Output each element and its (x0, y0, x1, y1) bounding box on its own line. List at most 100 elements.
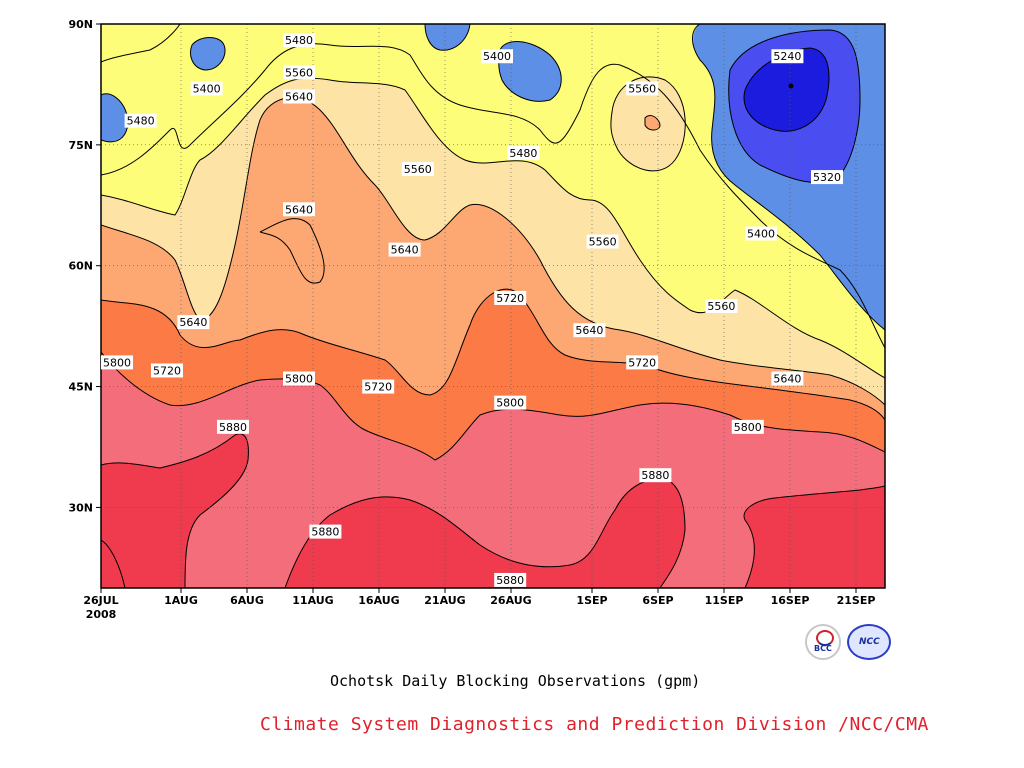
contour-label: 5560 (586, 234, 619, 249)
contour-label-bg (283, 33, 315, 48)
contour-label: 5400 (745, 226, 777, 241)
contour-label-bg (362, 379, 395, 394)
contour-line-5320 (728, 29, 861, 183)
contour-label-bg (401, 162, 434, 177)
contour-label: 5800 (101, 355, 133, 370)
contour-label-text: 5880 (219, 421, 247, 434)
fill-orange-island (645, 115, 660, 131)
contour-label-text: 5480 (127, 115, 155, 128)
contour-label-bg (151, 363, 183, 378)
contour-label: 5640 (573, 323, 606, 338)
contour-label-bg (507, 145, 540, 160)
contour-label-bg (283, 371, 315, 386)
x-tick-label: 6SEP (642, 594, 673, 607)
contour-label: 5880 (217, 419, 249, 434)
contour-label: 5880 (639, 468, 672, 483)
contour-label-bg (494, 290, 527, 305)
fill-low-lt5240 (744, 48, 829, 132)
fill-band-gt5880-center (285, 478, 685, 588)
x-tick-label: 1AUG (164, 594, 198, 607)
fill-low-5320-north2 (425, 24, 470, 51)
contour-label-bg (771, 371, 804, 386)
contour-label-text: 5880 (496, 574, 524, 587)
contour-label: 5880 (494, 572, 527, 587)
contour-label-bg (494, 395, 527, 410)
plot-frame (100, 23, 886, 589)
contour-label-bg (283, 65, 315, 80)
contour-label-text: 5640 (285, 91, 313, 104)
contour-line-5880-sw (101, 539, 126, 588)
contour-line-5560 (101, 77, 885, 379)
contour-label-text: 5800 (496, 397, 524, 410)
contour-label-bg (745, 226, 777, 241)
contour-label: 5560 (705, 299, 738, 313)
contour-label-text: 5480 (285, 34, 313, 47)
contour-label-bg (731, 419, 764, 434)
contour-label-text: 5640 (179, 316, 207, 329)
ncc-logo: NCC (847, 624, 891, 660)
contour-label-bg (124, 113, 157, 128)
contour-label-text: 5720 (364, 381, 392, 394)
plot-area (101, 24, 885, 588)
contour-label: 5560 (626, 81, 659, 96)
contour-label: 5640 (283, 202, 315, 217)
x-tick-label: 11SEP (705, 594, 744, 607)
contour-line-5480 (101, 43, 885, 349)
y-tick-label: 45N (68, 381, 93, 394)
fill-band-gt5880-sw (101, 540, 125, 588)
contour-label-bg (177, 315, 210, 330)
contour-label-text: 5720 (496, 292, 524, 305)
chart-title: Ochotsk Daily Blocking Observations (gpm… (330, 672, 701, 690)
contour-label-bg (101, 355, 133, 370)
contour-label: 5240 (771, 49, 804, 64)
x-axis: 26JUL 1AUG 6AUG 11AUG 16AUG 21AUG 26AUG 1SEP 6SE… (83, 588, 875, 621)
contour-label-bg (283, 202, 315, 217)
contour-line-5400-west (101, 24, 181, 63)
contour-label-text: 5560 (285, 66, 313, 79)
contour-label-text: 5800 (103, 356, 131, 369)
y-tick-label: 60N (68, 260, 93, 273)
contour-label-bg (626, 355, 659, 370)
contour-label: 5480 (124, 113, 157, 128)
x-tick-label: 21SEP (837, 594, 876, 607)
credit-line: Climate System Diagnostics and Predictio… (260, 714, 929, 735)
contour-line-5880-west (101, 433, 249, 588)
contour-label: 5720 (626, 355, 659, 370)
contour-label: 5720 (494, 290, 527, 305)
contour-label: 5640 (388, 242, 421, 257)
fill-yellow-tongue (101, 24, 180, 62)
contour-label-text: 5480 (509, 147, 537, 160)
contour-label-bg (481, 49, 513, 64)
grid-lines (101, 24, 885, 588)
x-tick-label: 16AUG (358, 594, 399, 607)
contour-line-5720 (101, 288, 885, 421)
contour-label-bg (388, 242, 421, 257)
contour-label-text: 5800 (285, 373, 313, 386)
y-axis: 30N 45N 60N 75N 90N (68, 18, 101, 514)
contour-label-bg (283, 89, 315, 104)
contour-label-text: 5880 (641, 469, 669, 482)
contour-line-5880-east (743, 485, 885, 588)
contour-line-5400-ne (692, 24, 885, 331)
contour-label-text: 5400 (747, 227, 775, 240)
contour-labels: 5240 5320 5400 5400 5400 5480 5480 5480 5560 5560… (101, 33, 843, 587)
x-tick-label: 26JUL (83, 594, 118, 607)
contour-label-bg (573, 323, 606, 338)
fill-low-5320-north3 (498, 41, 562, 102)
contour-label: 5480 (283, 33, 315, 48)
contour-label-text: 5640 (575, 324, 603, 337)
x-tick-label: 21AUG (424, 594, 465, 607)
contour-label: 5720 (362, 379, 395, 394)
contour-label-bg (771, 49, 804, 64)
fill-low-5320-north1 (190, 37, 226, 70)
contour-label-text: 5240 (773, 50, 801, 63)
fill-band-5800-5880 (101, 352, 885, 588)
contour-label-text: 5800 (734, 421, 762, 434)
contour-line-5400-low4 (424, 24, 471, 51)
contour-label-text: 5720 (628, 356, 656, 369)
contour-label: 5720 (151, 363, 183, 378)
contour-label-bg (494, 572, 527, 587)
contour-label-text: 5560 (707, 300, 735, 313)
contour-label: 5400 (481, 49, 513, 64)
